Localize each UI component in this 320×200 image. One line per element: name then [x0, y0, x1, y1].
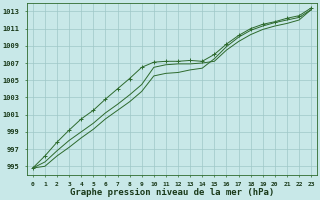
X-axis label: Graphe pression niveau de la mer (hPa): Graphe pression niveau de la mer (hPa) — [70, 188, 274, 197]
